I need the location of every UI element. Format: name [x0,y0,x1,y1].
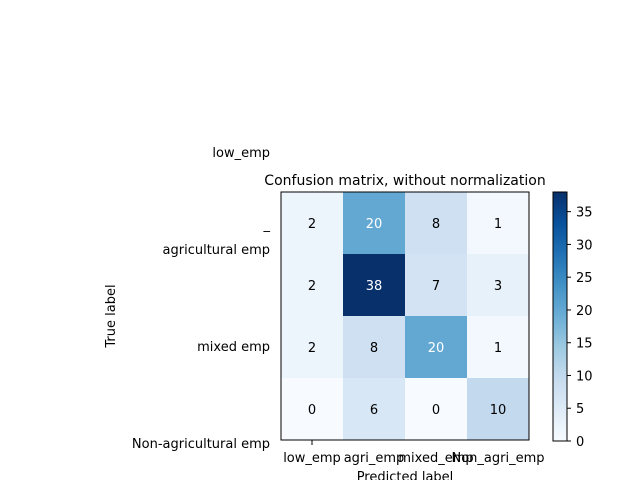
cell-value-label: 20 [366,217,383,232]
cell-value-label: 7 [432,279,440,294]
matrix-cell [467,192,529,254]
cell-value-label: 6 [370,403,378,418]
matrix-cell [343,316,405,378]
colorbar [552,191,568,442]
cell-value-label: 1 [494,341,502,356]
matrix-cell [343,378,405,440]
matrix-cell [281,316,343,378]
cell-value-label: 8 [432,217,440,232]
x-axis-label: Predicted label [357,470,454,480]
matrix-cell [281,254,343,316]
matrix-cell [343,254,405,316]
cell-value-label: 1 [494,217,502,232]
matrix-cell [281,192,343,254]
cell-value-label: 0 [432,403,440,418]
x-tick-label: agri_emp [344,451,405,466]
matrix-cell [343,192,405,254]
cell-value-label: 2 [308,341,316,356]
chart-title: Confusion matrix, without normalization [264,173,545,189]
matrix-cell [405,192,467,254]
cell-value-label: 2 [308,217,316,232]
y-axis-label: True label [104,284,119,348]
cell-value-label: 0 [308,403,316,418]
colorbar-tick-label: 30 [576,238,593,253]
colorbar-tick-label: 35 [576,206,593,221]
matrix-cell [281,378,343,440]
colorbar-tick-label: 10 [576,369,593,384]
colorbar-tick-label: 15 [576,337,593,352]
cell-value-label: 20 [428,341,445,356]
matrix-cell [467,378,529,440]
x-tick-label: low_emp [283,451,341,466]
cell-value-label: 10 [490,403,507,418]
y-tick-label: Non-agricultural emp [132,437,270,452]
cell-value-label: 2 [308,279,316,294]
matrix-cell [405,316,467,378]
matrix-cell [467,316,529,378]
colorbar-tick-label: 20 [576,304,593,319]
matrix-cells [281,192,529,440]
y-tick-label: _ [263,218,271,233]
colorbar-tick-label: 5 [576,402,584,417]
cell-value-label: 38 [366,279,383,294]
cell-value-label: 8 [370,341,378,356]
matrix-cell [405,254,467,316]
y-tick-label: agricultural emp [163,243,270,258]
x-tick-label: Non_agri_emp [451,451,544,466]
y-tick-label: low_emp [212,146,270,161]
colorbar-tick-label: 25 [576,271,593,286]
colorbar-ticks: 0 5 10 15 20 25 30 35 [567,206,593,450]
plot-frame [280,191,530,441]
cell-value-label: 3 [494,279,502,294]
y-axis-ticks: low_emp _ agricultural emp mixed emp Non-agr… [132,146,271,452]
y-tick-label: mixed emp [197,340,270,355]
matrix-cell [467,254,529,316]
colorbar-tick-label: 0 [576,435,584,450]
matrix-cell-labels: 2 20 8 12 38 7 32 8 20 10 6 0 10 [308,217,506,418]
matrix-cell [405,378,467,440]
x-tick-label: mixed_emp [398,451,473,466]
